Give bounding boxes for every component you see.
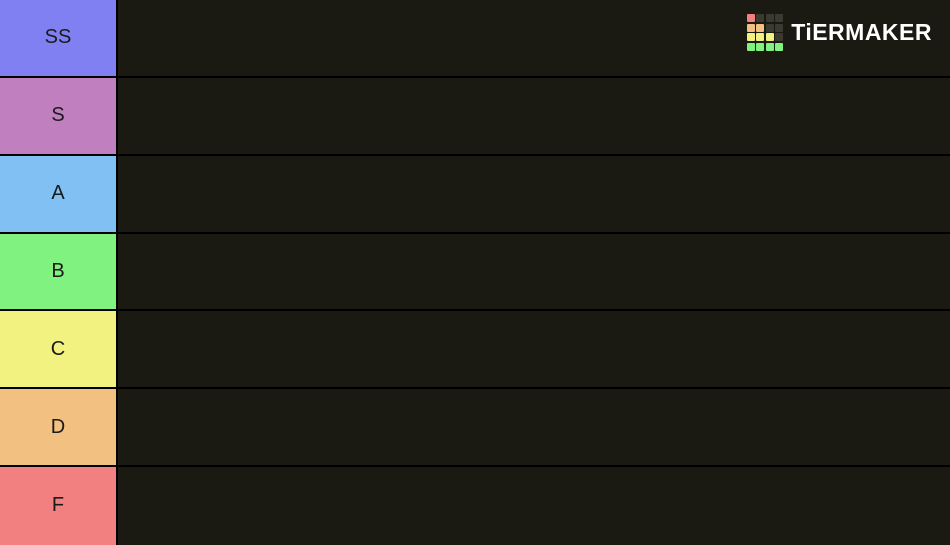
tier-row[interactable]: S bbox=[0, 78, 950, 156]
tier-row[interactable]: C bbox=[0, 311, 950, 389]
tier-label[interactable]: D bbox=[0, 389, 118, 465]
tier-label[interactable]: F bbox=[0, 467, 118, 545]
tier-row[interactable]: A bbox=[0, 156, 950, 234]
tier-label[interactable]: B bbox=[0, 234, 118, 310]
tiermaker-logo-icon bbox=[747, 14, 784, 51]
tier-content-area[interactable] bbox=[118, 311, 950, 387]
tier-content-area[interactable] bbox=[118, 78, 950, 154]
tier-label[interactable]: C bbox=[0, 311, 118, 387]
tier-row[interactable]: B bbox=[0, 234, 950, 312]
tier-label[interactable]: SS bbox=[0, 0, 118, 76]
tier-row[interactable]: D bbox=[0, 389, 950, 467]
tier-list: SS S A B C D F bbox=[0, 0, 950, 545]
tier-content-area[interactable] bbox=[118, 234, 950, 310]
tiermaker-logo-text: TiERMAKER bbox=[791, 19, 932, 46]
tier-label[interactable]: S bbox=[0, 78, 118, 154]
tier-content-area[interactable] bbox=[118, 467, 950, 545]
tier-row[interactable]: F bbox=[0, 467, 950, 545]
tier-content-area[interactable] bbox=[118, 389, 950, 465]
tier-label[interactable]: A bbox=[0, 156, 118, 232]
tier-content-area[interactable] bbox=[118, 156, 950, 232]
tiermaker-watermark: TiERMAKER bbox=[747, 14, 932, 51]
